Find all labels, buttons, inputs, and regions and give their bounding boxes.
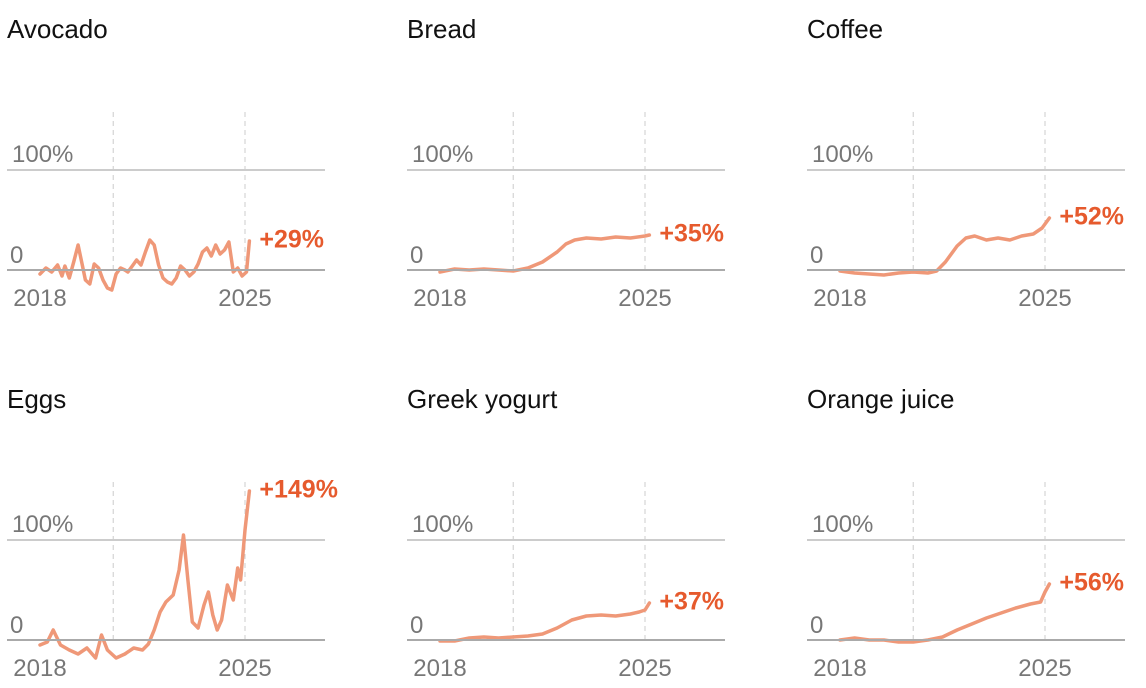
chart-panel: Eggs 100% 0 2018 2025 +149%: [0, 370, 340, 682]
y-tick-label: 0: [810, 612, 823, 639]
x-tick-label: 2018: [813, 285, 866, 312]
line-chart: 100% 0 2018 2025 +149%: [7, 476, 338, 682]
series-line: [838, 216, 1052, 277]
chart-title: Greek yogurt: [407, 384, 558, 414]
end-value-label: +37%: [659, 588, 724, 616]
chart-panel: Greek yogurt 100% 0 2018 2025 +37%: [400, 370, 740, 682]
x-tick-label: 2018: [13, 285, 66, 312]
chart-title: Avocado: [7, 14, 108, 44]
series-line: [438, 601, 652, 643]
x-tick-label: 2025: [218, 655, 271, 682]
line-chart: 100% 0 2018 2025 +35%: [407, 112, 725, 312]
line-chart: 100% 0 2018 2025 +52%: [807, 112, 1125, 312]
series-line: [38, 489, 252, 660]
line-chart: 100% 0 2018 2025 +37%: [407, 482, 725, 682]
series-line: [38, 238, 252, 292]
y-tick-label: 100%: [812, 511, 873, 538]
y-tick-label: 0: [10, 242, 23, 269]
x-tick-label: 2025: [618, 655, 671, 682]
series-line: [438, 233, 652, 274]
y-tick-label: 100%: [12, 511, 73, 538]
x-tick-label: 2025: [1018, 655, 1071, 682]
x-tick-label: 2025: [218, 285, 271, 312]
y-tick-label: 100%: [412, 141, 473, 168]
y-tick-label: 100%: [412, 511, 473, 538]
y-tick-label: 100%: [12, 141, 73, 168]
x-tick-label: 2018: [413, 285, 466, 312]
x-tick-label: 2018: [813, 655, 866, 682]
chart-panel: Coffee 100% 0 2018 2025 +52%: [800, 0, 1140, 312]
end-value-label: +29%: [259, 226, 324, 254]
x-tick-label: 2018: [413, 655, 466, 682]
chart-title: Orange juice: [807, 384, 955, 414]
y-tick-label: 0: [810, 242, 823, 269]
line-chart: 100% 0 2018 2025 +29%: [7, 112, 325, 312]
end-value-label: +56%: [1059, 569, 1124, 597]
x-tick-label: 2025: [618, 285, 671, 312]
chart-panel: Bread 100% 0 2018 2025 +35%: [400, 0, 740, 312]
end-value-label: +52%: [1059, 203, 1124, 231]
chart-title: Coffee: [807, 14, 884, 44]
end-value-label: +149%: [259, 476, 338, 504]
series-line: [838, 582, 1052, 644]
y-tick-label: 0: [410, 242, 423, 269]
y-tick-label: 0: [10, 612, 23, 639]
chart-title: Eggs: [7, 384, 67, 414]
line-chart: 100% 0 2018 2025 +56%: [807, 482, 1125, 682]
chart-panel: Orange juice 100% 0 2018 2025 +56%: [800, 370, 1140, 682]
y-tick-label: 0: [410, 612, 423, 639]
end-value-label: +35%: [659, 220, 724, 248]
chart-panel: Avocado 100% 0 2018 2025 +29%: [0, 0, 340, 312]
y-tick-label: 100%: [812, 141, 873, 168]
x-tick-label: 2018: [13, 655, 66, 682]
x-tick-label: 2025: [1018, 285, 1071, 312]
chart-title: Bread: [407, 14, 477, 44]
